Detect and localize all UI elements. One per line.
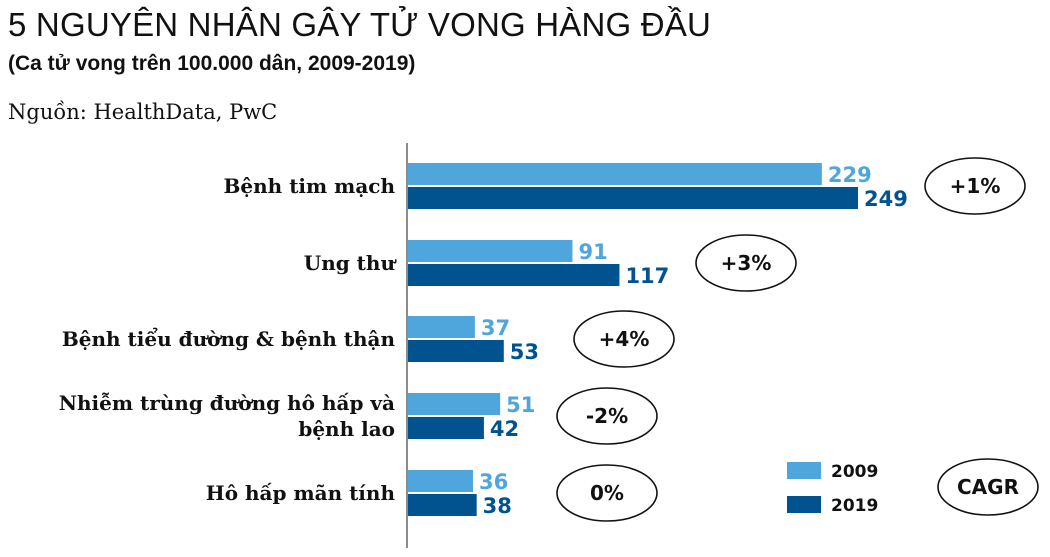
bar-2019 xyxy=(408,494,477,516)
cagr-ellipse xyxy=(573,310,675,368)
value-label-2019: 38 xyxy=(483,494,512,518)
cagr-value: +4% xyxy=(599,327,650,351)
value-label-2009: 36 xyxy=(479,470,508,494)
category-label-line: Bệnh tim mạch xyxy=(224,174,396,198)
chart-subtitle: (Ca tử vong trên 100.000 dân, 2009-2019) xyxy=(8,52,416,75)
cagr-ellipse xyxy=(695,234,797,292)
bar-2019 xyxy=(408,340,504,362)
legend-swatch-2019 xyxy=(787,496,821,513)
category-label-line: Ung thư xyxy=(304,251,398,275)
value-label-2009: 37 xyxy=(481,316,510,340)
legend-label-2019: 2019 xyxy=(831,496,878,516)
value-label-2019: 42 xyxy=(490,417,519,441)
legend-swatch-2009 xyxy=(787,462,821,479)
value-label-2019: 117 xyxy=(625,264,669,288)
cagr-ellipse xyxy=(924,157,1026,215)
category-label-line: Bệnh tiểu đường & bệnh thận xyxy=(62,326,396,351)
category-label-line: Nhiễm trùng đường hô hấp và xyxy=(59,391,395,415)
bar-2009 xyxy=(408,163,822,185)
bar-2019 xyxy=(408,264,620,286)
bar-2009 xyxy=(408,393,501,415)
legend-label-2009: 2009 xyxy=(831,462,878,482)
category-label-line: Hô hấp mãn tính xyxy=(206,481,396,505)
cagr-ellipse xyxy=(556,387,658,445)
category-label: Hô hấp mãn tính xyxy=(206,481,396,505)
category-label-line: bệnh lao xyxy=(298,417,395,441)
cagr-ellipse xyxy=(556,464,658,522)
category-label: Bệnh tim mạch xyxy=(224,174,396,198)
value-label-2009: 91 xyxy=(578,240,607,264)
category-label: Nhiễm trùng đường hô hấp và bệnh lao xyxy=(59,391,395,441)
cagr-badge xyxy=(937,458,1039,516)
bar-2019 xyxy=(408,187,858,209)
value-label-2009: 229 xyxy=(828,163,872,187)
cagr-value: +3% xyxy=(721,251,772,275)
cagr-value: -2% xyxy=(586,404,628,428)
chart-source: Nguồn: HealthData, PwC xyxy=(8,100,278,124)
category-label: Bệnh tiểu đường & bệnh thận xyxy=(62,326,396,351)
value-label-2009: 51 xyxy=(506,393,535,417)
cagr-value: 0% xyxy=(590,481,624,505)
cagr-value: +1% xyxy=(950,174,1001,198)
bar-2019 xyxy=(408,417,484,439)
category-label: Ung thư xyxy=(304,251,398,275)
chart-title: 5 NGUYÊN NHÂN GÂY TỬ VONG HÀNG ĐẦU xyxy=(8,6,712,43)
value-label-2019: 53 xyxy=(510,340,539,364)
cagr-badge-label: CAGR xyxy=(957,475,1019,499)
value-label-2019: 249 xyxy=(864,187,908,211)
bar-2009 xyxy=(408,316,475,338)
bar-2009 xyxy=(408,470,474,492)
bar-2009 xyxy=(408,240,573,262)
